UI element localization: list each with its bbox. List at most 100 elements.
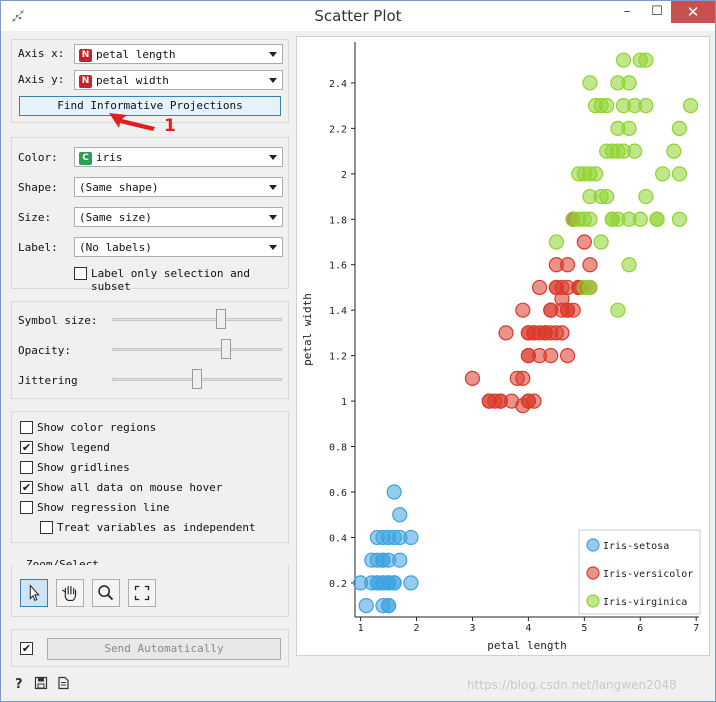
data-point[interactable] [548,234,564,250]
data-point[interactable] [599,188,615,205]
send-panel: ✔ Send Automatically [11,629,289,667]
data-point[interactable] [582,75,598,91]
shape-label: Shape: [18,181,58,194]
data-point[interactable] [621,257,637,273]
axis-x-label: Axis x: [18,47,65,60]
close-button[interactable]: ✕ [671,1,715,23]
shape-combo[interactable]: (Same shape) [74,177,283,197]
option-checkbox[interactable]: ✔ [20,481,33,494]
report-icon[interactable] [56,676,70,690]
title-bar[interactable]: Scatter Plot – ☐ ✕ [1,1,715,31]
legend-label: Iris-virginica [603,597,687,608]
data-point[interactable] [576,211,592,227]
x-tick-label: 7 [693,623,699,634]
data-point[interactable] [638,52,654,68]
data-point[interactable] [386,484,402,500]
option-checkbox[interactable]: ✔ [20,441,33,454]
x-tick-label: 1 [358,623,364,634]
maximize-button[interactable]: ☐ [651,4,663,19]
data-point[interactable] [375,575,391,591]
opacity-slider-handle[interactable] [220,339,231,359]
label-label: Label: [18,241,58,254]
option-checkbox[interactable] [20,461,33,474]
fit-view-button[interactable] [128,579,156,607]
minimize-button[interactable]: – [623,4,631,19]
data-point[interactable] [632,211,648,227]
data-point[interactable] [358,598,374,614]
symbol-size-slider-handle[interactable] [216,309,226,329]
data-point[interactable] [571,166,587,182]
chevron-down-icon [269,185,277,190]
data-point[interactable] [392,507,408,523]
data-point[interactable] [554,291,570,307]
find-informative-projections-button[interactable]: Find Informative Projections [19,96,281,116]
data-point[interactable] [666,143,682,159]
data-point[interactable] [683,98,699,114]
data-point[interactable] [537,325,553,341]
pointer-tool-button[interactable] [20,579,48,607]
data-point[interactable] [671,120,688,136]
jittering-slider-handle[interactable] [192,369,202,389]
x-tick-label: 6 [637,623,643,634]
data-point[interactable] [671,211,688,227]
data-point[interactable] [515,302,531,318]
data-point[interactable] [531,279,548,296]
data-point[interactable] [576,234,592,250]
y-tick-label: 0.8 [329,443,347,454]
data-point[interactable] [593,234,609,250]
scatter-plot-svg[interactable]: 1 2 3 4 5 6 7 0.2 0.4 0.6 0.8 1 1.2 1.4 1.6 1.8 2 2.2 2.4 p… [297,37,711,657]
data-point[interactable] [352,575,369,591]
data-point[interactable] [380,598,397,614]
data-point[interactable] [610,302,626,318]
data-point[interactable] [649,211,665,227]
send-automatically-button[interactable]: Send Automatically [47,638,281,660]
data-point[interactable] [615,52,632,68]
save-icon[interactable] [34,676,48,690]
data-point[interactable] [655,166,671,182]
data-point[interactable] [621,75,637,91]
zoom-tool-button[interactable] [92,579,120,607]
x-tick-label: 3 [469,623,475,634]
data-point[interactable] [671,166,688,182]
option-label: Show gridlines [37,461,130,474]
data-point[interactable] [520,393,536,409]
data-point[interactable] [599,143,615,159]
data-point[interactable] [638,188,654,205]
data-point[interactable] [375,552,391,568]
data-point[interactable] [403,529,419,546]
data-point[interactable] [498,325,514,341]
scatter-plot-area[interactable]: 1 2 3 4 5 6 7 0.2 0.4 0.6 0.8 1 1.2 1.4 1.6 1.8 2 2.2 2.4 p… [296,36,710,656]
data-point[interactable] [587,166,604,182]
symbol-size-slider[interactable] [112,318,282,321]
data-point[interactable] [380,529,397,546]
data-point[interactable] [627,98,643,114]
option-checkbox[interactable] [40,521,53,534]
data-point[interactable] [403,575,419,591]
option-label: Treat variables as independent [57,521,256,534]
data-point[interactable] [548,257,564,273]
data-point[interactable] [610,120,626,136]
label-only-selection-checkbox[interactable] [74,267,87,280]
option-checkbox[interactable] [20,421,33,434]
data-point[interactable] [582,257,598,273]
data-point[interactable] [509,370,525,386]
label-combo[interactable]: (No labels) [74,237,283,257]
data-point[interactable] [559,348,576,364]
data-point[interactable] [582,279,598,296]
data-point[interactable] [599,98,615,114]
option-checkbox[interactable] [20,501,33,514]
data-point[interactable] [531,348,548,364]
size-combo[interactable]: (Same size) [74,207,283,227]
data-point[interactable] [464,370,481,386]
opacity-slider[interactable] [112,348,282,351]
data-point[interactable] [604,211,620,227]
help-icon[interactable]: ? [12,676,26,690]
data-point[interactable] [492,393,509,409]
send-automatically-checkbox[interactable]: ✔ [20,642,33,655]
pan-tool-button[interactable] [56,579,84,607]
fit-icon [134,585,150,601]
